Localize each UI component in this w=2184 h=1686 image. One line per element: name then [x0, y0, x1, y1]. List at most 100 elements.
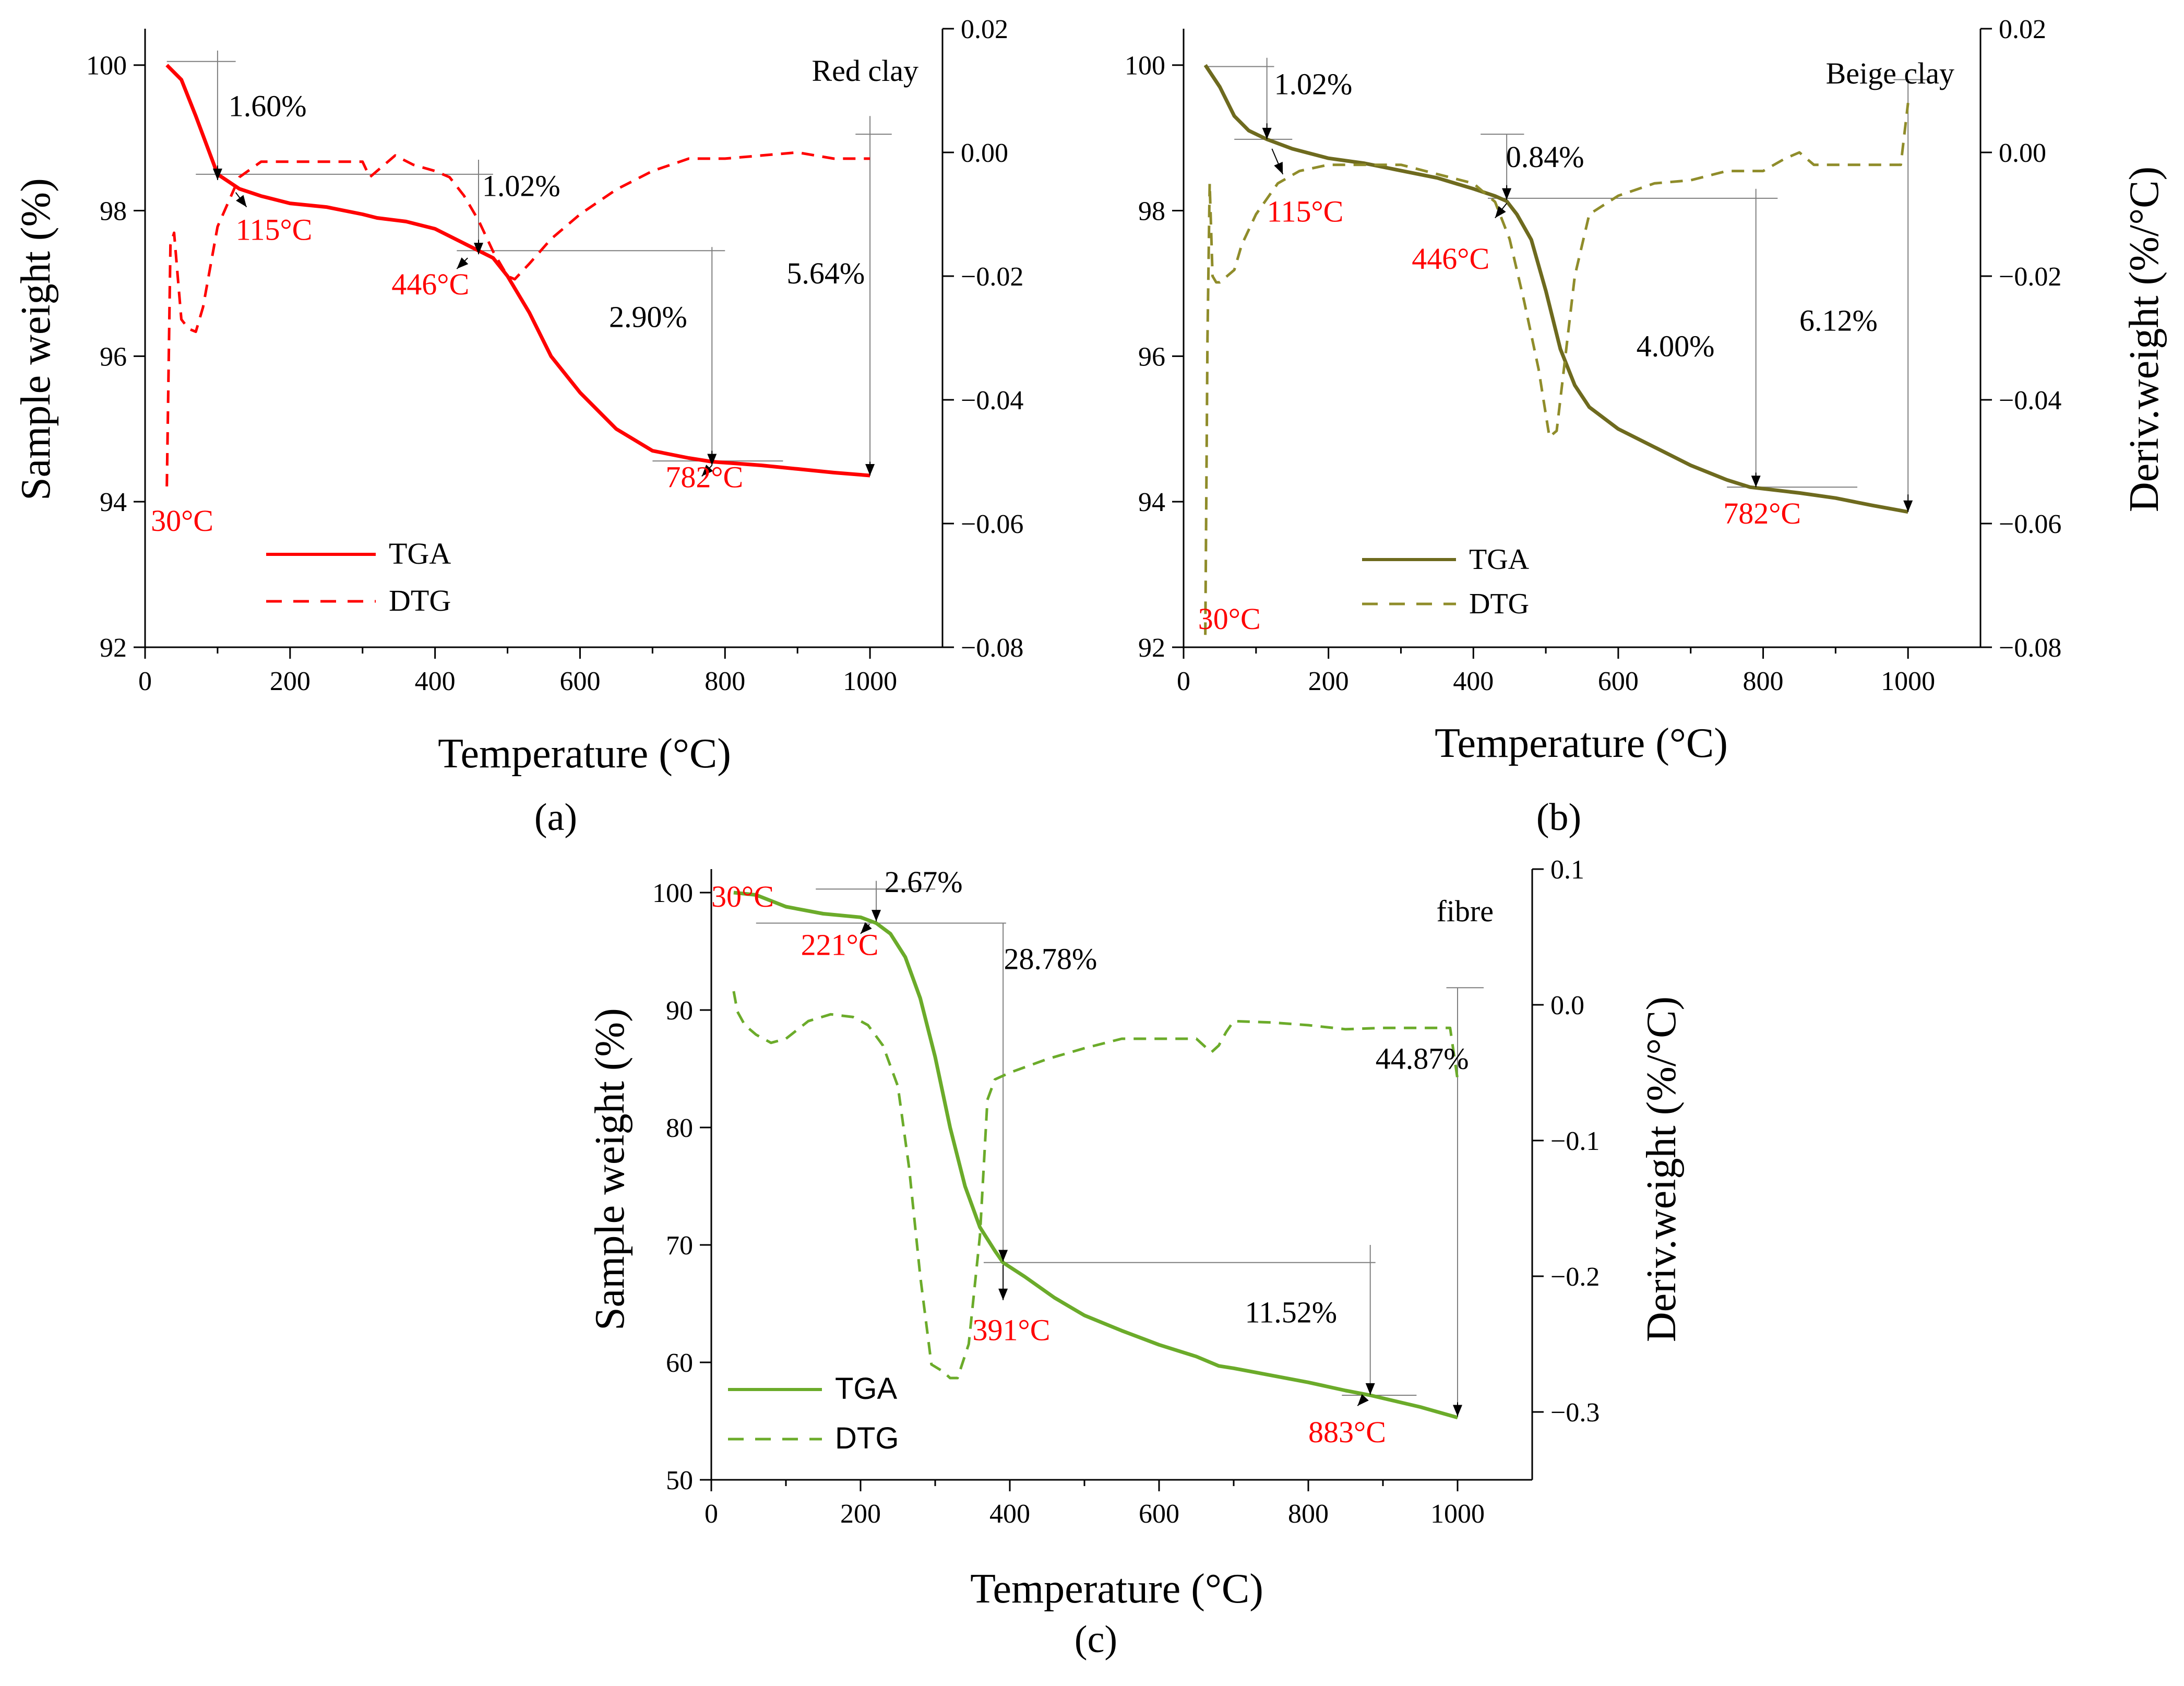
annotation-arrow-head: [865, 464, 875, 476]
y2-tick-label: −0.08: [1999, 633, 2061, 663]
chart-panel-a: 0 200 400 600 800 1000 92 94 96 98 100 −0.08 −0.06 −0…: [13, 15, 1023, 777]
tga-series-line: [165, 64, 870, 478]
legend-label: DTG: [389, 584, 451, 618]
mass-loss-annotation: 28.78%: [1004, 942, 1097, 976]
y-tick-label: 100: [86, 51, 127, 81]
mass-loss-annotation: 1.02%: [1274, 67, 1353, 101]
x-axis-label: Temperature (°C): [970, 1566, 1263, 1612]
mass-loss-annotation: 1.02%: [482, 169, 560, 203]
annotation-arrow-head: [701, 465, 713, 477]
chart-title: fibre: [1437, 894, 1494, 928]
mass-loss-annotation: 6.12%: [1799, 304, 1878, 338]
y-tick-label: 90: [666, 996, 693, 1026]
y2-tick-label: 0.00: [961, 138, 1008, 168]
dtg-series-line: [165, 151, 870, 486]
y-tick-label: 92: [1138, 633, 1165, 663]
x-tick-label: 800: [705, 667, 745, 696]
y2-tick-label: −0.08: [961, 633, 1023, 663]
mass-loss-annotation: 44.87%: [1376, 1042, 1469, 1076]
temperature-annotation: 446°C: [1412, 242, 1489, 276]
y2-tick-label: −0.04: [961, 386, 1023, 415]
chart-title: Red clay: [811, 54, 918, 88]
chart-panel-c: 0 200 400 600 800 1000 50 60 70 80 90 100 −0.3 −0.2 −0…: [587, 855, 1685, 1612]
y2-tick-label: −0.06: [1999, 509, 2061, 539]
x-tick-label: 1000: [1881, 667, 1935, 696]
temperature-annotation: 782°C: [1723, 496, 1801, 530]
panel-label-c: (c): [1075, 1618, 1117, 1661]
y-tick-label: 100: [1125, 51, 1165, 81]
x-tick-label: 200: [840, 1499, 881, 1529]
y-tick-label: 96: [1138, 342, 1165, 372]
y2-tick-label: 0.0: [1550, 991, 1584, 1020]
x-tick-label: 200: [270, 667, 311, 696]
annotation-arrow-head: [457, 257, 469, 269]
x-tick-label: 0: [705, 1499, 718, 1529]
temperature-annotation: 883°C: [1308, 1415, 1386, 1449]
y-tick-label: 94: [1138, 488, 1165, 517]
y2-tick-label: −0.02: [1999, 262, 2061, 292]
y-tick-label: 98: [1138, 197, 1165, 227]
y2-tick-label: −0.02: [961, 262, 1023, 292]
y2-tick-label: −0.06: [961, 509, 1023, 539]
annotation-arrow-head: [1262, 127, 1272, 139]
temperature-annotation: 221°C: [801, 928, 879, 961]
mass-loss-annotation: 1.60%: [229, 89, 307, 123]
annotation-arrow-head: [707, 454, 717, 466]
x-axis-label: Temperature (°C): [438, 731, 731, 777]
annotation-arrow-head: [212, 168, 222, 180]
x-tick-label: 400: [415, 667, 456, 696]
y2-tick-label: 0.02: [961, 15, 1008, 44]
mass-loss-annotation: 0.84%: [1506, 140, 1584, 174]
x-tick-label: 1000: [843, 667, 897, 696]
annotation-arrow-head: [1903, 500, 1913, 512]
dtg-series-line: [732, 991, 1459, 1380]
y-axis-label: Sample weight (%): [13, 178, 59, 501]
annotation-arrow-head: [998, 1288, 1008, 1300]
mass-loss-annotation: 5.64%: [786, 256, 865, 290]
annotation-arrow-head: [1502, 188, 1512, 200]
y-tick-label: 100: [652, 878, 693, 908]
annotation-arrow-head: [473, 243, 483, 255]
panel-label-b: (b): [1536, 796, 1581, 839]
temperature-annotation: 30°C: [711, 880, 774, 913]
legend-label: DTG: [1469, 588, 1529, 620]
panel-label-a: (a): [534, 796, 577, 839]
annotation-arrow-head: [1274, 162, 1283, 174]
temperature-annotation: 30°C: [1198, 602, 1261, 636]
x-axis-label: Temperature (°C): [1435, 720, 1728, 766]
temperature-annotation: 30°C: [151, 504, 213, 538]
y2-axis-label: Deriv.weight (%/°C): [2121, 167, 2167, 512]
tga-series-line: [733, 891, 1458, 1420]
x-tick-label: 800: [1288, 1499, 1329, 1529]
y2-axis-label: Deriv.weight (%/°C): [1639, 996, 1685, 1342]
y-axis-label: Sample weight (%): [587, 1008, 633, 1331]
y2-tick-label: 0.02: [1999, 15, 2046, 44]
mass-loss-annotation: 11.52%: [1245, 1296, 1337, 1329]
x-tick-label: 0: [138, 667, 152, 696]
x-tick-label: 400: [989, 1499, 1030, 1529]
legend-label: DTG: [835, 1421, 899, 1455]
temperature-annotation: 782°C: [665, 460, 743, 494]
annotation-arrow-head: [872, 910, 881, 922]
annotation-arrow-head: [1495, 206, 1506, 218]
dtg-series-line: [1204, 102, 1909, 635]
y-tick-label: 60: [666, 1348, 693, 1378]
y-tick-label: 92: [100, 633, 127, 663]
temperature-annotation: 446°C: [391, 267, 469, 301]
y2-tick-label: −0.3: [1550, 1398, 1600, 1428]
y-tick-label: 70: [666, 1231, 693, 1261]
y-tick-label: 96: [100, 342, 127, 372]
x-tick-label: 600: [559, 667, 600, 696]
x-tick-label: 0: [1177, 667, 1190, 696]
tga-series-line: [1203, 64, 1908, 514]
temperature-annotation: 391°C: [973, 1313, 1051, 1347]
temperature-annotation: 115°C: [236, 212, 313, 246]
annotation-arrow-head: [861, 922, 872, 934]
annotation-arrow-head: [1751, 476, 1761, 488]
y2-tick-label: −0.2: [1550, 1262, 1600, 1292]
y2-tick-label: −0.04: [1999, 386, 2061, 415]
x-tick-label: 800: [1743, 667, 1784, 696]
legend-label: TGA: [835, 1372, 898, 1406]
